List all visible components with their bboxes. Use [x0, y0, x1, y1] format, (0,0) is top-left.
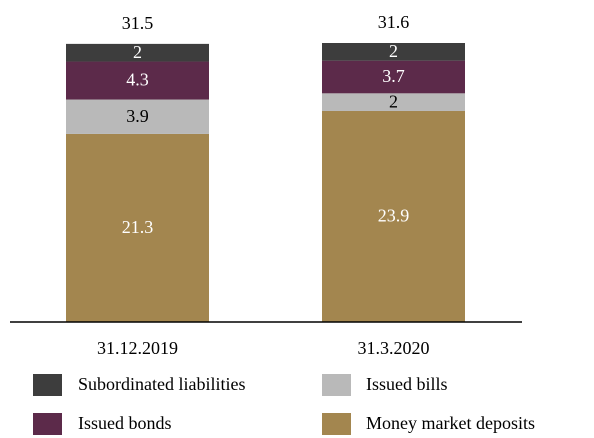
- bar-segment: [66, 61, 209, 100]
- legend-swatch: [322, 374, 351, 396]
- legend-swatch: [322, 413, 351, 435]
- total-label: 31.6: [378, 12, 410, 32]
- x-tick-label: 31.12.2019: [97, 338, 178, 358]
- bar-segment: [322, 43, 465, 61]
- legend-label: Issued bills: [366, 374, 448, 394]
- bar-segment: [322, 93, 465, 111]
- bar-segment: [66, 99, 209, 134]
- value-label: 2: [133, 42, 142, 62]
- bar-segment: [322, 60, 465, 94]
- total-label: 31.5: [122, 13, 154, 33]
- bar-segment: [66, 133, 209, 322]
- value-label: 2: [389, 41, 398, 61]
- x-tick-label: 31.3.2020: [358, 338, 430, 358]
- value-label: 3.7: [382, 66, 405, 86]
- value-label: 3.9: [126, 106, 149, 126]
- legend-swatch: [33, 413, 62, 435]
- legend-label: Money market deposits: [366, 413, 535, 433]
- bar-segment: [66, 43, 209, 62]
- value-label: 21.3: [122, 217, 154, 237]
- bar-segment: [322, 110, 465, 322]
- value-label: 4.3: [126, 70, 149, 90]
- value-label: 23.9: [378, 206, 410, 226]
- legend-label: Issued bonds: [78, 413, 172, 433]
- legend-swatch: [33, 374, 62, 396]
- legend-label: Subordinated liabilities: [78, 374, 245, 394]
- value-label: 2: [389, 91, 398, 111]
